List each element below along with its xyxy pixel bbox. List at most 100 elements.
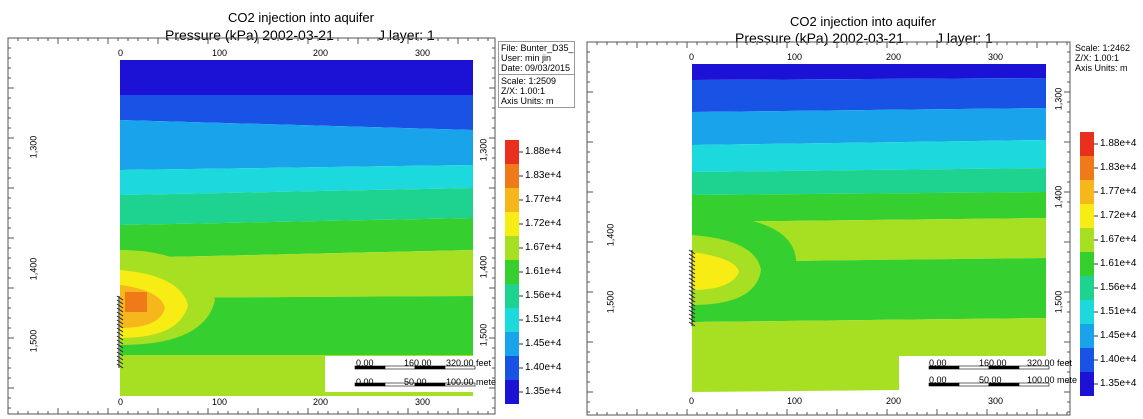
well-hatch [116,335,124,341]
heatmap-band [692,140,1046,172]
well-marker [116,295,124,369]
legend-swatch [505,140,519,164]
legend-label: 1.61e+4 [525,266,562,277]
legend-swatch [1080,300,1094,324]
x-tick-bottom: 0 [118,397,124,407]
legend-label: 1.45e+4 [1100,330,1137,341]
legend-label: 1.56e+4 [1100,282,1137,293]
x-tick-top: 200 [313,48,329,58]
scalebar-segment [1018,382,1050,387]
legend-swatch [505,284,519,308]
info-scale: Scale: 1:2509 [501,76,557,86]
legend-swatch [505,236,519,260]
x-tick-top: 300 [415,48,431,58]
legend-swatch [505,164,519,188]
right-chart-svg [586,41,1098,416]
well-hatch [116,311,124,317]
scalebar-segment [444,382,476,387]
legend-swatch [505,380,519,404]
well-hatch [116,359,124,365]
heatmap-area [692,64,1046,392]
scale-feet-2: 320.00 feet [446,358,492,368]
info-box: Scale: 1:2462 Z/X: 1.00:1 Axis Units: m [1073,42,1141,74]
legend-swatch [505,308,519,332]
legend-label: 1.51e+4 [1100,306,1137,317]
legend-label: 1.40e+4 [525,362,562,373]
legend-swatch [505,332,519,356]
y-tick-left: 1,400 [605,223,616,247]
well-hatch [116,355,124,361]
legend-label: 1.35e+4 [525,386,562,397]
x-tick-top: 200 [886,52,902,62]
legend-swatch [1080,324,1094,348]
heatmap-band [120,60,473,95]
layer-label: J layer: 1 [378,27,435,43]
legend-label: 1.67e+4 [525,242,562,253]
well-hatch [116,307,124,313]
legend-swatch [505,212,519,236]
x-tick-top: 100 [787,52,803,62]
x-tick-bottom: 300 [988,396,1004,406]
heatmap-band [120,95,473,130]
y-tick-right: 1,400 [1053,185,1064,209]
info-date: Date: 09/03/2015 [501,63,571,73]
y-tick-left: 1,500 [605,290,616,314]
well-hatch [116,347,124,353]
legend [505,140,523,404]
y-tick-left: 1,300 [28,135,39,159]
heatmap-band [692,64,1046,80]
legend-swatch [1080,372,1094,396]
right-panel: CO2 injection into aquifer Pressure (kPa… [571,0,1142,419]
x-tick-top: 0 [689,52,695,62]
x-tick-bottom: 300 [415,397,431,407]
scale-m-2: 100.00 mete [1027,375,1078,385]
scale-bar [325,356,485,392]
legend-swatch [1080,132,1094,156]
x-tick-bottom: 100 [212,397,228,407]
legend-label: 1.77e+4 [1100,186,1137,197]
legend-label: 1.83e+4 [525,170,562,181]
heatmap-band [692,108,1046,145]
y-tick-right: 1,300 [478,138,489,162]
well-hatch [116,327,124,333]
info-user: User: min jin [501,53,552,63]
legend-label: 1.40e+4 [1100,354,1137,365]
x-tick-top: 0 [118,48,124,58]
legend-label: 1.77e+4 [525,194,562,205]
scale-feet-1: 160.00 [979,358,1007,368]
well-hatch [116,315,124,321]
info-file: File: Bunter_D35_ [501,43,574,53]
y-tick-right: 1,400 [478,255,489,279]
y-tick-right: 1,300 [1053,87,1064,111]
legend-label: 1.61e+4 [1100,258,1137,269]
heatmap-band [692,168,1046,195]
well-hatch [116,295,124,301]
well-hatch [116,331,124,337]
legend-label: 1.88e+4 [525,146,562,157]
scale-m-1: 50.00 [404,377,427,387]
y-tick-left: 1,500 [28,329,39,353]
scale-m-0: 0.00 [356,377,374,387]
heatmap-band [120,188,473,225]
legend-label: 1.72e+4 [525,218,562,229]
legend-label: 1.35e+4 [1100,378,1137,389]
legend-swatch [1080,348,1094,372]
y-tick-right: 1,500 [1053,290,1064,314]
scale-feet-0: 0.00 [929,358,947,368]
heatmap-area [120,60,473,396]
bottom-strip [120,390,473,396]
legend [1080,132,1098,396]
well-hatch [116,351,124,357]
heatmap-band [120,165,473,195]
info-scale: Scale: 1:2462 [1075,43,1131,53]
legend-label: 1.51e+4 [525,314,562,325]
well-hatch [116,303,124,309]
legend-swatch [505,260,519,284]
scale-m-1: 50.00 [979,375,1002,385]
heatmap-band [692,78,1046,112]
title: CO2 injection into aquifer [228,10,374,25]
scale-feet-0: 0.00 [356,358,374,368]
legend-label: 1.72e+4 [1100,210,1137,221]
legend-label: 1.45e+4 [525,338,562,349]
y-tick-left: 1,400 [28,257,39,281]
